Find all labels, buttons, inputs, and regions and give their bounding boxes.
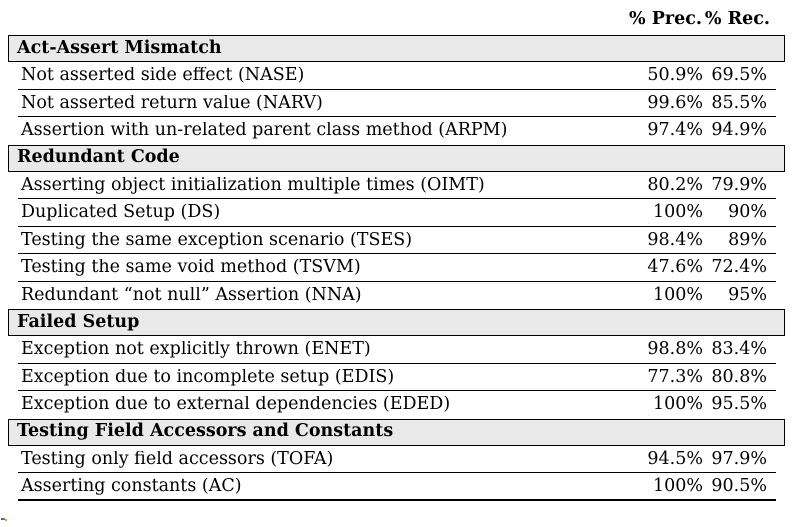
section-title: Testing Field Accessors and Constants	[17, 421, 394, 442]
row-label: Duplicated Setup (DS)	[21, 204, 221, 222]
row-precision-value: 94.5%	[647, 448, 703, 469]
table-row: Exception due to external dependencies (…	[8, 391, 785, 419]
row-precision-value: 98.8%	[647, 339, 703, 359]
row-recall-value: 85.5%	[711, 92, 767, 113]
row-recall-value: 80.8%	[711, 366, 767, 387]
section-title: Failed Setup	[17, 311, 140, 332]
row-recall-value: 95.5%	[711, 394, 767, 414]
row-recall-value: 72.4%	[711, 257, 767, 277]
row-label: Testing the same exception scenario (TSE…	[21, 231, 413, 249]
row-label: Exception not explicitly thrown (ENET)	[21, 341, 371, 359]
row-precision-value: 100%	[652, 202, 703, 222]
row-label: Exception due to incomplete setup (EDIS)	[21, 368, 395, 386]
row-precision-value: 99.6%	[647, 92, 703, 113]
row-label: Asserting object initialization multiple…	[21, 176, 485, 194]
row-recall-value: 69.5%	[711, 65, 767, 85]
table-row: Asserting object initialization multiple…	[8, 172, 785, 200]
row-precision-value: 47.6%	[647, 257, 703, 277]
section-header-row: Testing Field Accessors and Constants	[8, 418, 785, 446]
table-row: Testing the same exception scenario (TSE…	[8, 227, 785, 255]
row-label: Assertion with un-related parent class m…	[21, 122, 508, 140]
row-precision-value: 100%	[652, 476, 703, 496]
row-label: Testing the same void method (TSVM)	[21, 259, 361, 277]
row-recall-value: 83.4%	[711, 339, 767, 359]
row-label: Not asserted side effect (NASE)	[21, 67, 305, 85]
table-row: Testing the same void method (TSVM) 47.6…	[8, 254, 785, 282]
table-column-headers: % Prec. % Rec.	[0, 0, 792, 35]
row-recall-value: 90.5%	[711, 476, 767, 496]
column-header-precision: % Prec.	[629, 9, 702, 29]
row-recall-value: 94.9%	[711, 120, 767, 140]
row-label: Exception due to external dependencies (…	[21, 396, 451, 414]
artifact-speck	[1, 518, 3, 520]
test-smell-precision-recall-table: Act-Assert Mismatch Not asserted side ef…	[8, 35, 785, 501]
section-header-row: Act-Assert Mismatch	[8, 35, 785, 62]
section-header-row: Failed Setup	[8, 309, 785, 336]
row-precision-value: 100%	[652, 394, 703, 414]
row-precision-value: 80.2%	[647, 174, 703, 195]
table-row: Not asserted side effect (NASE) 50.9% 69…	[8, 62, 785, 90]
row-recall-value: 89%	[728, 229, 767, 250]
row-precision-value: 50.9%	[647, 65, 703, 85]
row-recall-value: 95%	[728, 284, 767, 305]
row-precision-value: 97.4%	[647, 120, 703, 140]
row-recall-value: 79.9%	[711, 174, 767, 195]
table-row: Exception not explicitly thrown (ENET) 9…	[8, 336, 785, 364]
column-header-recall: % Rec.	[704, 9, 770, 29]
table-row: Not asserted return value (NARV) 99.6% 8…	[8, 90, 785, 118]
row-precision-value: 77.3%	[647, 366, 703, 387]
table-row: Exception due to incomplete setup (EDIS)…	[8, 364, 785, 392]
row-label: Testing only field accessors (TOFA)	[21, 450, 334, 468]
row-recall-value: 97.9%	[711, 448, 767, 469]
section-title: Act-Assert Mismatch	[17, 37, 222, 58]
section-header-row: Redundant Code	[8, 144, 785, 172]
table-row: Testing only field accessors (TOFA) 94.5…	[8, 446, 785, 474]
table-row: Duplicated Setup (DS) 100% 90%	[8, 199, 785, 227]
table-row: Redundant “not null” Assertion (NNA) 100…	[8, 282, 785, 310]
table-row: Asserting constants (AC) 100% 90.5%	[8, 473, 785, 501]
row-label: Asserting constants (AC)	[21, 478, 242, 496]
row-label: Redundant “not null” Assertion (NNA)	[21, 286, 362, 304]
row-precision-value: 98.4%	[647, 229, 703, 250]
table-row: Assertion with un-related parent class m…	[8, 117, 785, 145]
row-recall-value: 90%	[728, 202, 767, 222]
section-title: Redundant Code	[17, 147, 180, 168]
row-label: Not asserted return value (NARV)	[21, 94, 323, 112]
row-precision-value: 100%	[652, 284, 703, 305]
